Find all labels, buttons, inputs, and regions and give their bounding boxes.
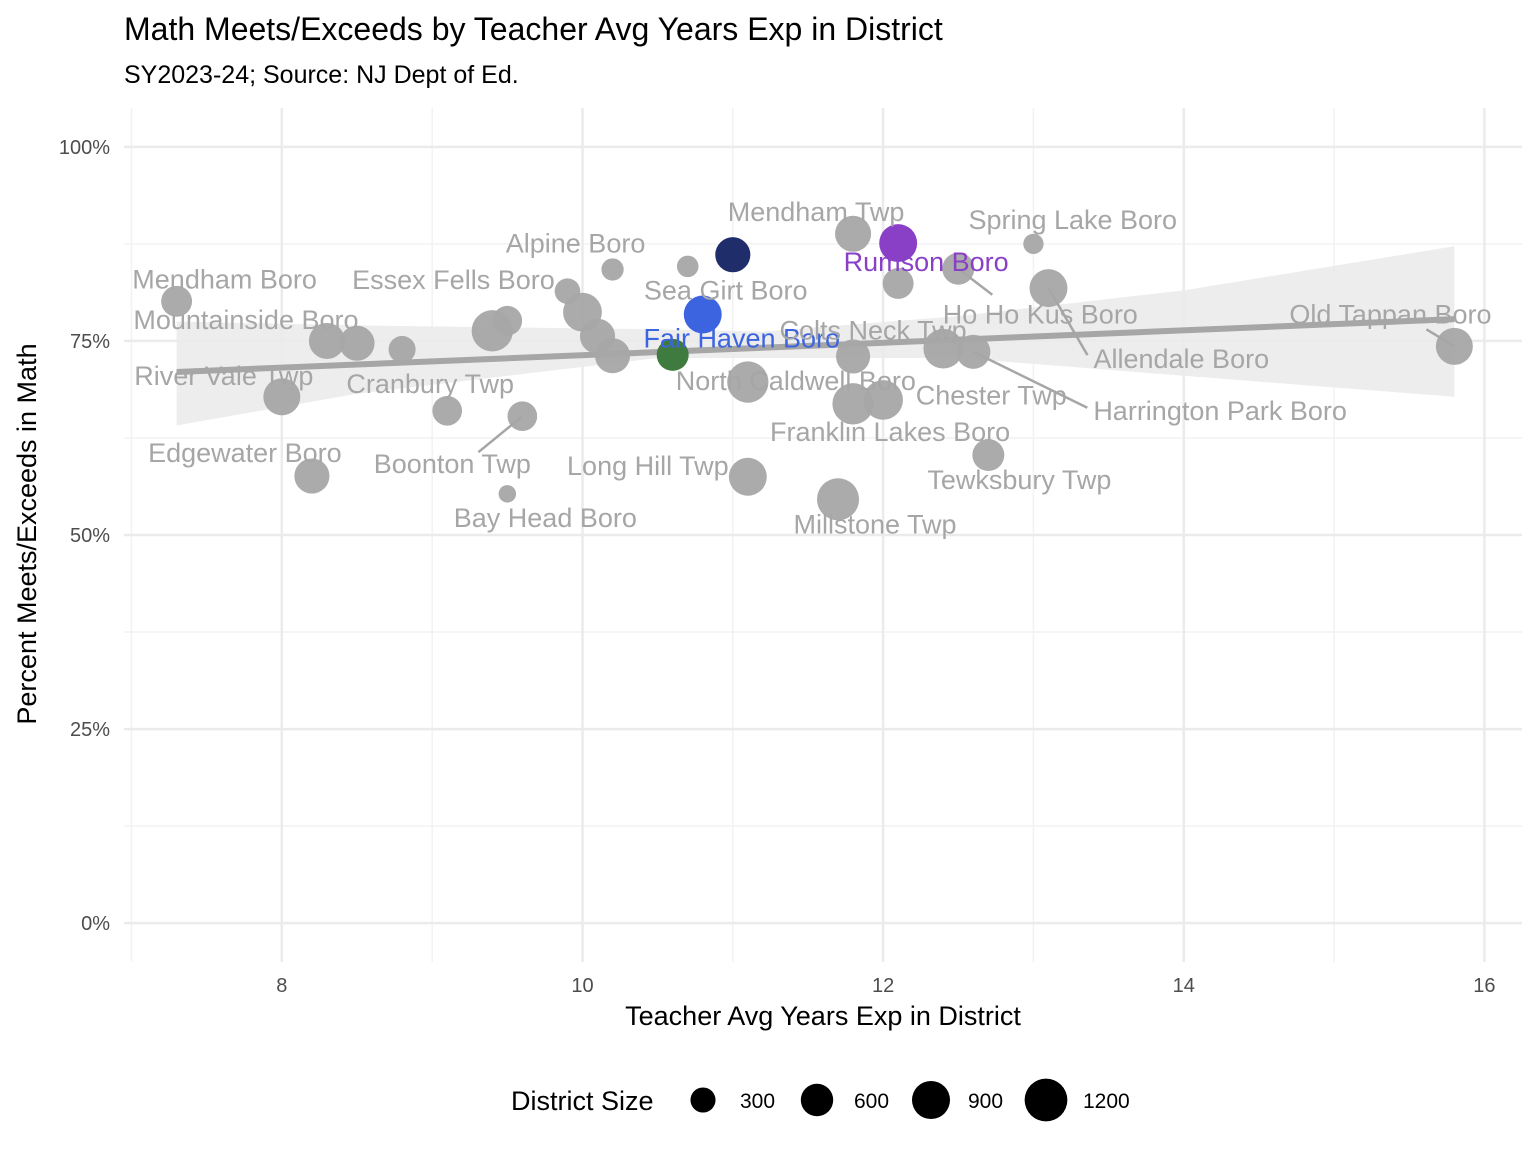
x-tick-label: 8 — [276, 975, 287, 997]
data-point — [863, 380, 903, 420]
point-label: Tewksbury Twp — [927, 465, 1111, 495]
data-point — [923, 328, 964, 369]
x-tick-label: 16 — [1473, 975, 1495, 997]
point-label: Allendale Boro — [1093, 344, 1269, 374]
legend-size-key — [911, 1080, 951, 1120]
point-label: Fair Haven Boro — [643, 324, 840, 354]
data-points — [161, 215, 1473, 521]
point-label: River Vale Twp — [134, 361, 313, 391]
point-label: Essex Fells Boro — [352, 265, 555, 295]
data-point — [832, 383, 874, 425]
point-label: North Caldwell Boro — [676, 366, 916, 396]
legend-size-key — [800, 1083, 834, 1117]
label-leader-line — [957, 267, 994, 296]
legend-size-label: 1200 — [1083, 1090, 1130, 1113]
y-tick-label: 25% — [70, 719, 110, 741]
data-point — [836, 339, 871, 374]
data-point — [835, 215, 872, 252]
legend-size-key — [1024, 1078, 1068, 1122]
y-tick-label: 50% — [70, 525, 110, 547]
legend-size-label: 300 — [740, 1090, 775, 1113]
x-axis-ticks: 8 10 12 14 16 — [276, 975, 1495, 997]
x-tick-label: 14 — [1173, 975, 1195, 997]
point-label: Sea Girt Boro — [644, 275, 808, 305]
point-label: Cranbury Twp — [346, 369, 514, 399]
data-point — [676, 255, 699, 278]
point-label: Old Tappan Boro — [1289, 299, 1491, 329]
data-point — [161, 285, 193, 317]
point-label: Franklin Lakes Boro — [770, 417, 1010, 447]
confidence-band — [176, 246, 1455, 426]
legend-size-key — [690, 1087, 716, 1113]
data-point — [656, 338, 689, 371]
label-leader-line — [1425, 328, 1456, 348]
y-tick-label: 75% — [70, 331, 110, 353]
trend-line-group — [176, 316, 1455, 375]
label-leader-line — [1047, 287, 1089, 356]
x-tick-label: 10 — [571, 975, 593, 997]
point-label: Edgewater Boro — [148, 438, 342, 468]
x-axis-title: Teacher Avg Years Exp in District — [625, 1001, 1021, 1031]
data-point — [1023, 233, 1044, 255]
y-tick-label: 0% — [81, 913, 110, 935]
point-label: Bay Head Boro — [454, 503, 637, 533]
label-leaders — [477, 267, 1456, 454]
data-point — [879, 224, 918, 263]
legend-title: District Size — [511, 1086, 654, 1116]
point-label: Colts Neck Twp — [780, 315, 967, 345]
trend-line — [176, 316, 1455, 375]
data-point — [594, 338, 631, 374]
point-label: Long Hill Twp — [567, 451, 729, 481]
point-label: Spring Lake Boro — [968, 205, 1177, 235]
label-leader-line — [972, 350, 1088, 409]
label-leader-line — [477, 415, 524, 454]
x-tick-label: 12 — [872, 975, 894, 997]
data-point — [727, 361, 769, 403]
point-label: Mendham Twp — [728, 197, 905, 227]
legend-size-label: 900 — [968, 1090, 1003, 1113]
y-axis-title: Percent Meets/Exceeds in Math — [12, 343, 42, 724]
data-point — [715, 237, 751, 273]
data-point — [388, 335, 416, 363]
data-point — [816, 478, 860, 521]
legend-size-label: 600 — [854, 1090, 889, 1113]
point-label: Chester Twp — [916, 381, 1067, 411]
point-label: Mendham Boro — [132, 264, 317, 294]
data-point — [263, 378, 301, 416]
point-label: Boonton Twp — [374, 449, 531, 479]
data-point — [339, 325, 375, 361]
data-point — [308, 322, 345, 359]
point-label: Harrington Park Boro — [1093, 396, 1347, 426]
data-point — [728, 457, 767, 496]
y-axis-ticks: 0% 25% 50% 75% 100% — [59, 137, 110, 935]
point-label: Alpine Boro — [506, 228, 646, 258]
data-point — [498, 485, 517, 503]
point-label: Millstone Twp — [793, 509, 956, 539]
data-point — [601, 258, 624, 281]
chart-subtitle: SY2023-24; Source: NJ Dept of Ed. — [124, 61, 519, 89]
point-label: Ho Ho Kus Boro — [943, 300, 1138, 330]
data-point — [972, 439, 1005, 472]
legend: District Size 300 600 900 1200 — [511, 1078, 1130, 1122]
data-point — [294, 458, 330, 494]
data-point — [683, 295, 722, 334]
point-label: Mountainside Boro — [133, 305, 358, 335]
data-point — [432, 395, 463, 426]
chart-title: Math Meets/Exceeds by Teacher Avg Years … — [124, 11, 943, 47]
data-point — [492, 305, 523, 336]
point-labels: Mendham Boro River Vale Twp Edgewater Boro… — [132, 197, 1491, 540]
point-label: Rumson Boro — [844, 247, 1009, 277]
y-tick-label: 100% — [59, 137, 110, 159]
confidence-band-area — [176, 246, 1455, 426]
data-point — [882, 268, 914, 299]
